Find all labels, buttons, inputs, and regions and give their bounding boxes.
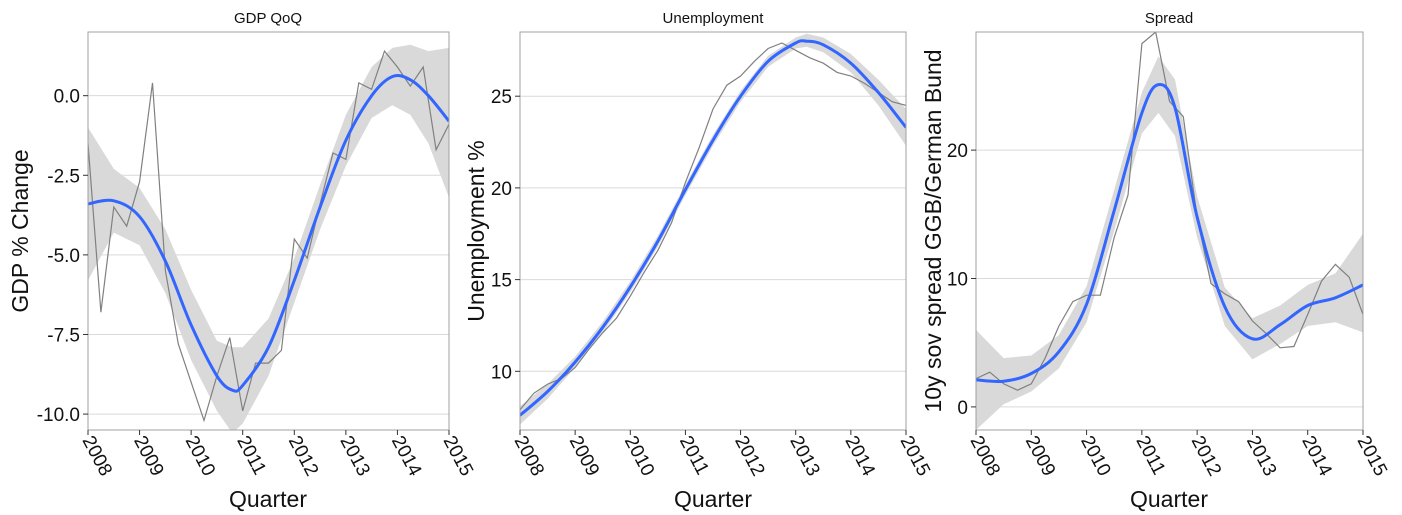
x-tick-label: 2013	[335, 432, 373, 479]
y-tick-label: 20	[491, 179, 512, 200]
y-tick-label: 25	[491, 87, 512, 108]
y-axis-title: GDP % Change	[7, 149, 33, 312]
panel-title: Spread	[1145, 10, 1193, 27]
plot-area	[88, 44, 449, 430]
y-tick-label: 20	[947, 141, 968, 162]
y-tick-label: 10	[491, 362, 512, 383]
x-tick-label: 2010	[1076, 432, 1114, 479]
x-tick-label: 2009	[1021, 432, 1059, 479]
x-tick-label: 2012	[730, 432, 768, 479]
x-axis-title: Quarter	[1130, 486, 1208, 512]
x-tick-label: 2008	[510, 432, 548, 479]
plot-area	[520, 33, 906, 425]
x-tick-label: 2015	[1353, 432, 1391, 479]
confidence-band	[520, 33, 906, 425]
x-tick-label: 2014	[387, 432, 426, 480]
x-tick-label: 2014	[840, 432, 879, 480]
x-tick-label: 2008	[78, 432, 116, 479]
raw-series-line	[520, 42, 906, 411]
confidence-band	[88, 44, 449, 430]
x-tick-label: 2015	[896, 432, 934, 479]
x-tick-label: 2011	[675, 432, 713, 478]
raw-series-line	[88, 49, 449, 423]
y-tick-label: -2.5	[47, 166, 80, 187]
x-tick-label: 2009	[565, 432, 603, 479]
x-tick-label: 2012	[284, 432, 322, 479]
plot-frame	[975, 31, 1364, 431]
spread-panel: Spread 10y sov spread GGB/German Bund Qu…	[920, 10, 1391, 512]
panel-title: Unemployment	[663, 10, 765, 27]
y-axis-title: Unemployment %	[463, 140, 489, 322]
y-axis-title: 10y sov spread GGB/German Bund	[920, 49, 946, 412]
panel-title: GDP QoQ	[234, 10, 302, 27]
y-tick-label: 15	[491, 271, 512, 292]
x-tick-label: 2013	[1242, 432, 1280, 479]
smooth-trend-line	[88, 74, 449, 393]
plot-frame	[87, 31, 450, 431]
x-tick-label: 2014	[1297, 432, 1336, 480]
smooth-trend-line	[976, 82, 1363, 383]
x-tick-label: 2010	[181, 432, 219, 479]
x-tick-label: 2011	[232, 432, 270, 478]
x-tick-label: 2011	[1131, 432, 1169, 478]
x-axis-title: Quarter	[674, 486, 752, 512]
plot-area	[976, 32, 1363, 430]
plot-frame	[519, 31, 907, 431]
y-tick-label: 0.0	[54, 87, 80, 108]
y-tick-label: -7.5	[47, 325, 80, 346]
x-tick-label: 2012	[1187, 432, 1225, 479]
y-tick-label: -5.0	[47, 246, 80, 267]
y-tick-label: 0	[957, 398, 968, 419]
gdp-panel: GDP QoQ GDP % Change Quarter -10.0 -7.5 -5…	[7, 10, 477, 512]
confidence-band	[976, 56, 1363, 430]
x-tick-label: 2009	[129, 432, 167, 479]
y-tick-label: 10	[947, 270, 968, 291]
x-tick-label: 2015	[439, 432, 477, 479]
x-axis-title: Quarter	[229, 486, 307, 512]
x-tick-label: 2008	[966, 432, 1004, 479]
x-tick-label: 2013	[785, 432, 823, 479]
x-tick-label: 2010	[620, 432, 658, 479]
unemployment-panel: Unemployment Unemployment % Quarter 10 15…	[463, 10, 934, 512]
smooth-trend-line	[520, 39, 906, 417]
y-tick-label: -10.0	[37, 405, 80, 426]
